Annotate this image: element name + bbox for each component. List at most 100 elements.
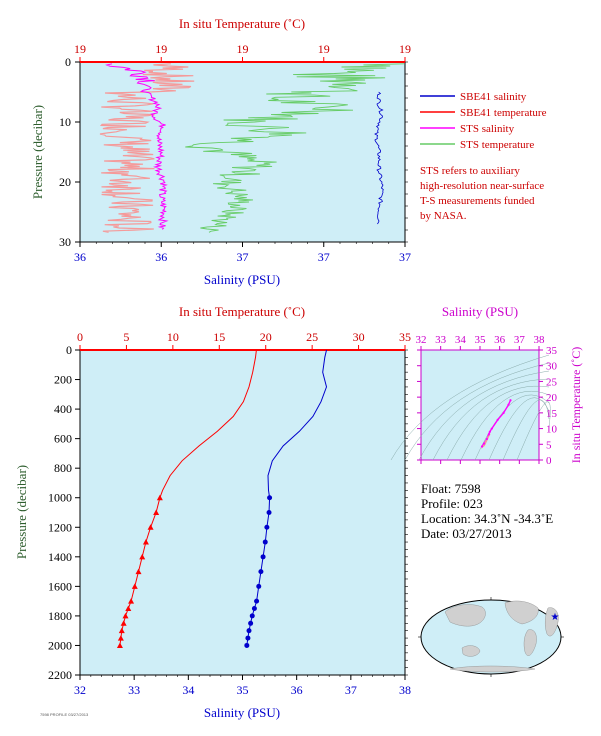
top-tick-label: 5 <box>123 330 129 344</box>
density-contour <box>404 362 550 461</box>
bottom-tick-label: 38 <box>399 683 411 697</box>
top-tick-label: 25 <box>306 330 318 344</box>
sts-temperature-trace <box>185 63 405 233</box>
left-tick-label: 800 <box>54 461 72 475</box>
salinity-point <box>267 495 273 501</box>
ts-top-tick-label: 34 <box>455 334 467 346</box>
density-contour <box>418 370 550 461</box>
bottom-tick-label: 36 <box>291 683 303 697</box>
temperature-point <box>125 605 132 612</box>
left-tick-label: 400 <box>54 402 72 416</box>
density-contour <box>432 378 550 461</box>
salinity-point <box>245 635 251 641</box>
salinity-point <box>264 524 270 530</box>
temperature-point <box>135 568 142 575</box>
near-surface-axes: 19 19 19 19 19 36 36 37 37 37 0 10 20 30 <box>59 42 411 264</box>
temperature-point <box>156 494 163 501</box>
ts-right-tick-label: 30 <box>546 361 558 373</box>
density-contour <box>516 401 551 461</box>
top-tick-label: 10 <box>167 330 179 344</box>
salinity-point <box>266 510 272 515</box>
salinity-point <box>260 554 266 560</box>
ts-right-tick-label: 20 <box>546 392 558 404</box>
temperature-point <box>153 509 160 515</box>
density-contour <box>446 385 550 461</box>
ts-right-tick-label: 15 <box>546 408 558 420</box>
ts-right-tick-label: 25 <box>546 376 558 388</box>
footer-note: 7598 PROFILE 03/27/2013 <box>40 712 89 717</box>
world-map: ★ <box>418 597 564 677</box>
legend-label-sts-salinity: STS salinity <box>460 123 515 135</box>
density-contour <box>460 391 550 461</box>
ts-point <box>488 430 491 433</box>
temperature-point <box>147 524 154 530</box>
salinity-point <box>244 642 250 648</box>
ts-top-tick-label: 33 <box>435 334 447 346</box>
map-landmasses <box>444 600 559 673</box>
ts-point <box>487 433 490 436</box>
ts-top-tick-label: 32 <box>416 334 427 346</box>
salinity-point <box>254 598 260 604</box>
full-profile-y-axis-label: Pressure (decibar) <box>14 465 29 559</box>
map-land-asia <box>444 604 486 627</box>
salinity-point <box>249 613 255 619</box>
near-surface-series <box>99 63 405 233</box>
top-tick-label: 19 <box>318 42 330 56</box>
ts-right-tick-label: 35 <box>546 345 558 357</box>
sts-note-line-3: T-S measurements funded <box>420 195 535 207</box>
salinity-point <box>248 620 254 626</box>
bottom-tick-label: 37 <box>345 683 357 697</box>
temperature-point <box>122 612 129 619</box>
left-tick-label: 1600 <box>48 579 72 593</box>
temperature-point <box>118 627 125 634</box>
legend: SBE41 salinity SBE41 temperature STS sal… <box>420 91 547 222</box>
bottom-tick-label: 37 <box>237 250 249 264</box>
ts-right-tick-label: 0 <box>546 455 552 467</box>
top-tick-label: 20 <box>260 330 272 344</box>
left-tick-label: 20 <box>59 175 71 189</box>
sbe41-salinity-trace <box>374 91 384 225</box>
sts-temperature-trace-alt <box>99 63 195 233</box>
near-surface-panel: 19 19 19 19 19 36 36 37 37 37 0 10 20 30 In situ Temp… <box>30 16 411 287</box>
ts-right-tick-label: 5 <box>546 439 552 451</box>
left-tick-label: 200 <box>54 373 72 387</box>
bottom-tick-label: 36 <box>74 250 86 264</box>
ts-top-tick-label: 36 <box>494 334 506 346</box>
bottom-tick-label: 36 <box>155 250 167 264</box>
full-profile-top-axis-label: In situ Temperature (˚C) <box>179 304 305 319</box>
bottom-tick-label: 37 <box>399 250 411 264</box>
legend-label-sts-temperature: STS temperature <box>460 139 534 151</box>
ts-point <box>480 445 484 448</box>
left-tick-label: 600 <box>54 432 72 446</box>
float-location-star: ★ <box>551 612 560 623</box>
location: Location: 34.3˚N -34.3˚E <box>421 511 553 526</box>
map-land-australia <box>461 645 481 657</box>
left-tick-label: 1200 <box>48 520 72 534</box>
temperature-point <box>142 539 149 545</box>
top-tick-label: 19 <box>399 42 411 56</box>
ts-point <box>509 399 512 402</box>
top-tick-label: 0 <box>77 330 83 344</box>
full-profile-x-axis-label: Salinity (PSU) <box>204 705 280 720</box>
ts-inset-series <box>480 399 512 449</box>
sts-note-line-2: high-resolution near-surface <box>420 180 544 192</box>
salinity-point <box>246 628 252 634</box>
temperature-point <box>128 598 135 604</box>
ts-inset-y-axis-label: In situ Temperature (˚C) <box>569 347 583 464</box>
density-contour <box>390 354 550 461</box>
legend-label-sbe41-salinity: SBE41 salinity <box>460 91 527 103</box>
float-number: Float: 7598 <box>421 481 481 496</box>
temperature-point <box>131 583 138 589</box>
left-tick-label: 1800 <box>48 609 72 623</box>
legend-label-sbe41-temperature: SBE41 temperature <box>460 107 547 119</box>
left-tick-label: 0 <box>66 343 72 357</box>
ts-top-tick-label: 35 <box>475 334 487 346</box>
left-tick-label: 10 <box>59 115 71 129</box>
density-contour <box>502 399 550 461</box>
full-profile-series <box>116 349 328 648</box>
sts-salinity-trace <box>105 63 169 230</box>
map-land-europe-africa <box>545 607 559 637</box>
left-tick-label: 2000 <box>48 638 72 652</box>
bottom-tick-label: 34 <box>182 683 194 697</box>
